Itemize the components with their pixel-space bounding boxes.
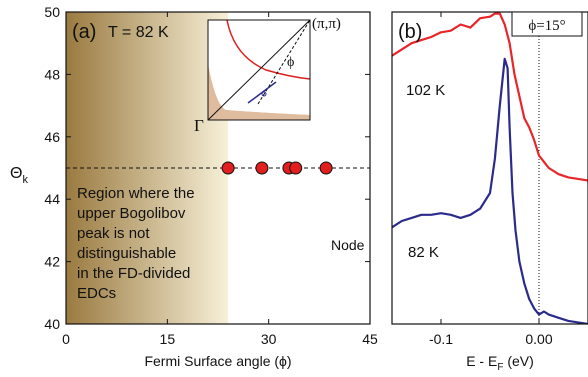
inset-origin-label: Γ: [194, 116, 204, 135]
panel-b: -0.1 0.00 (b) ϕ=15° 102 K 82 K E - EF (eV…: [391, 11, 588, 373]
y-tick-label: 40: [44, 316, 60, 332]
series-line-102k: [392, 12, 588, 182]
data-point: [221, 161, 235, 175]
inset-brillouin-zone: (π,π) Γ ϕ: [194, 16, 341, 135]
panel-a: Region where the upper Bogolibov peak is n…: [10, 4, 378, 369]
phi-label-box: [511, 11, 583, 37]
y-tick-label: 44: [44, 191, 60, 207]
region-text-line: Region where the: [77, 185, 195, 202]
y-axis-label: Θk: [10, 165, 28, 186]
panel-label-a: (a): [72, 21, 96, 43]
axis-ticks-b: -0.1 0.00: [429, 12, 553, 347]
x-tick-label: 0.00: [525, 331, 552, 347]
series-label-82k: 82 K: [408, 244, 439, 261]
data-point: [255, 161, 269, 175]
inset-border: [207, 19, 311, 121]
x-tick-label: 30: [261, 331, 277, 347]
axes-frame-b: [391, 11, 588, 325]
region-text-line: EDCs: [77, 285, 116, 302]
inset-shaded-lower: [208, 64, 310, 120]
x-axis-label-b: E - EF (eV): [466, 353, 534, 373]
inset-cut-point: [261, 91, 267, 97]
region-text-line: peak is not: [77, 225, 150, 242]
y-tick-label: 46: [44, 129, 60, 145]
edc-curves: [392, 12, 588, 324]
inset-diagonal: [207, 19, 311, 121]
region-text-line: distinguishable: [77, 245, 176, 262]
axes-frame-a: [65, 11, 371, 325]
series-line-82k: [392, 57, 588, 324]
y-tick-label: 48: [44, 66, 60, 82]
node-label: Node: [331, 237, 365, 253]
data-points: [221, 161, 333, 175]
inset-angle-label: ϕ: [287, 55, 294, 70]
axis-ticks-a: 0 15 30 45 40 42 44 46 48 50: [44, 4, 378, 347]
inset-cut-direction: [257, 19, 311, 105]
y-tick-label: 42: [44, 254, 60, 270]
x-tick-label: 45: [362, 331, 378, 347]
x-tick-label: 0: [62, 331, 70, 347]
region-text: Region where the upper Bogolibov peak is n…: [77, 185, 195, 302]
x-axis-label-a: Fermi Surface angle (ϕ): [144, 353, 291, 369]
phi-label: ϕ=15°: [528, 18, 565, 34]
temperature-label: T = 82 K: [108, 24, 169, 41]
panel-label-b: (b): [398, 21, 422, 43]
inset-corner-label: (π,π): [312, 16, 341, 32]
inset-fermi-surface: [226, 19, 311, 80]
data-point: [319, 161, 333, 175]
series-label-102k: 102 K: [406, 82, 445, 99]
data-point: [289, 161, 303, 175]
x-tick-label: -0.1: [429, 331, 453, 347]
x-tick-label: 15: [160, 331, 176, 347]
region-text-line: in the FD-divided: [77, 265, 190, 282]
y-tick-label: 50: [44, 4, 60, 20]
region-text-line: upper Bogolibov: [77, 205, 186, 222]
